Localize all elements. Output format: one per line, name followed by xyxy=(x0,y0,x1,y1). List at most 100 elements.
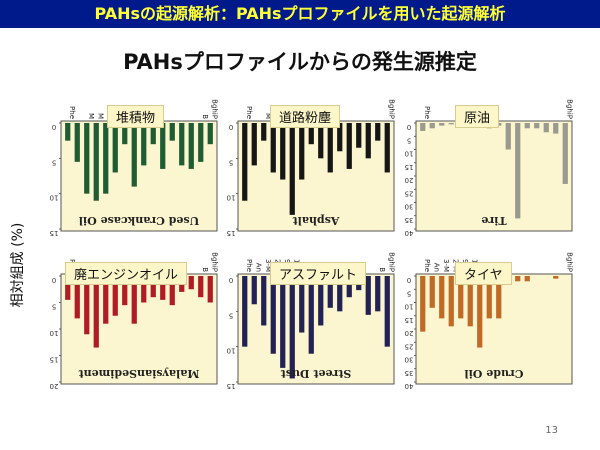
bar xyxy=(84,123,90,194)
tick-label-top: BghiP xyxy=(210,99,218,119)
bar xyxy=(207,276,213,303)
bar xyxy=(448,123,454,125)
bar xyxy=(65,276,71,300)
y-tick-label: 25 xyxy=(405,189,414,197)
bar xyxy=(346,276,352,298)
y-tick-label: 0 xyxy=(407,123,411,131)
tick-label-top: BghiP xyxy=(565,99,573,119)
chart-caption: Asphalt xyxy=(292,214,341,227)
bar xyxy=(251,123,257,166)
y-tick-label: 10 xyxy=(50,194,59,202)
tick-label-top: M xyxy=(264,113,272,119)
tick-label-top: An xyxy=(432,263,440,272)
tick-label-top: B xyxy=(201,267,209,272)
bar xyxy=(318,276,324,326)
bar xyxy=(420,123,426,131)
bar xyxy=(160,276,166,300)
bar xyxy=(131,276,137,324)
y-tick-label: 5 xyxy=(229,158,233,166)
tick-label-top: Phe xyxy=(68,106,76,119)
y-tick-label: 5 xyxy=(407,289,411,297)
bar xyxy=(112,276,118,316)
y-tick-label: 10 xyxy=(227,194,236,202)
tick-label-top: 3-M xyxy=(264,259,272,272)
tick-label-top: Phe xyxy=(423,106,431,119)
bar xyxy=(261,276,267,326)
y-tick-label: 0 xyxy=(407,276,411,284)
bar xyxy=(299,276,305,333)
bar xyxy=(122,123,128,145)
bar xyxy=(458,276,464,319)
chart-svg: PheAnMMMBBghiP05101520MalaysianSediment xyxy=(50,252,219,390)
bar xyxy=(553,276,559,279)
bar xyxy=(198,123,204,162)
panel-title: 堆積物 xyxy=(107,105,165,128)
tick-label-top: M xyxy=(87,113,95,119)
bar xyxy=(74,123,80,162)
bar xyxy=(356,123,362,148)
chart-svg: PheAn3-M2-M9-M1-MFlPyBghiP05101520253035… xyxy=(405,252,574,390)
bar xyxy=(515,276,521,282)
bar xyxy=(429,276,435,308)
bar xyxy=(318,123,324,159)
bar xyxy=(524,276,530,282)
bar xyxy=(242,123,248,201)
tick-label-top: Phe xyxy=(245,259,253,272)
chart-svg: PheMMMMCBghiP051015Asphalt xyxy=(227,99,396,237)
bar xyxy=(308,276,314,354)
chart-panel-sediment: PheMMMMCBBghiP051015Used Crankcase Oil堆積… xyxy=(45,95,225,255)
y-tick-label: 30 xyxy=(405,356,414,364)
bar xyxy=(103,123,109,194)
bar xyxy=(93,123,99,201)
bar xyxy=(198,276,204,298)
chart-panel-crude-oil: Phe BghiP 0 5 10 15 20 25 30 35 40 Tire 原油 xyxy=(400,95,580,255)
bar xyxy=(169,123,175,141)
bar xyxy=(280,276,286,368)
bar xyxy=(160,123,166,169)
bar xyxy=(280,123,286,180)
y-tick-label: 20 xyxy=(50,382,59,390)
bar xyxy=(467,276,473,327)
y-tick-label: 15 xyxy=(227,229,236,237)
bar xyxy=(553,123,559,134)
tick-label-top: BghiP xyxy=(210,252,218,272)
bar xyxy=(365,123,371,159)
bar xyxy=(439,123,445,126)
chart-caption: MalaysianSediment xyxy=(78,367,200,380)
y-tick-label: 40 xyxy=(405,382,414,390)
chart-caption: Used Crankcase Oil xyxy=(79,214,199,227)
bar xyxy=(169,276,175,306)
bar xyxy=(261,123,267,141)
y-tick-label: 5 xyxy=(52,158,56,166)
panel-title: 道路粉塵 xyxy=(270,105,341,128)
tick-label-top: M xyxy=(96,113,104,119)
chart-svg: PheMMMMCBBghiP051015Used Crankcase Oil xyxy=(50,99,219,237)
tick-label-top: BghiP xyxy=(565,252,573,272)
tick-label-top: B xyxy=(378,267,386,272)
bar xyxy=(141,123,147,166)
chart-svg: Phe BghiP 0 5 10 15 20 25 30 35 40 Tire xyxy=(405,99,574,237)
bar xyxy=(505,123,511,150)
chart-panel-used-engine-oil: PheAnMMMBBghiP05101520MalaysianSediment廃… xyxy=(45,248,225,408)
bar xyxy=(74,276,80,319)
bar xyxy=(486,276,492,319)
bar xyxy=(543,123,549,133)
bar xyxy=(103,276,109,324)
bar xyxy=(337,123,343,152)
y-tick-label: 35 xyxy=(405,216,414,224)
y-tick-label: 15 xyxy=(405,163,414,171)
y-tick-label: 15 xyxy=(227,382,236,390)
bar xyxy=(179,123,185,166)
tick-label-top: Phe xyxy=(423,259,431,272)
y-tick-label: 0 xyxy=(229,123,233,131)
bar xyxy=(384,123,390,173)
tick-label-top: 3-M xyxy=(442,259,450,272)
y-tick-label: 40 xyxy=(405,229,414,237)
bar xyxy=(346,123,352,169)
bar xyxy=(150,276,156,298)
bar xyxy=(439,276,445,319)
slide-banner: PAHsの起源解析：PAHsプロファイルを用いた起源解析 xyxy=(0,0,600,28)
plot-area xyxy=(415,120,573,232)
